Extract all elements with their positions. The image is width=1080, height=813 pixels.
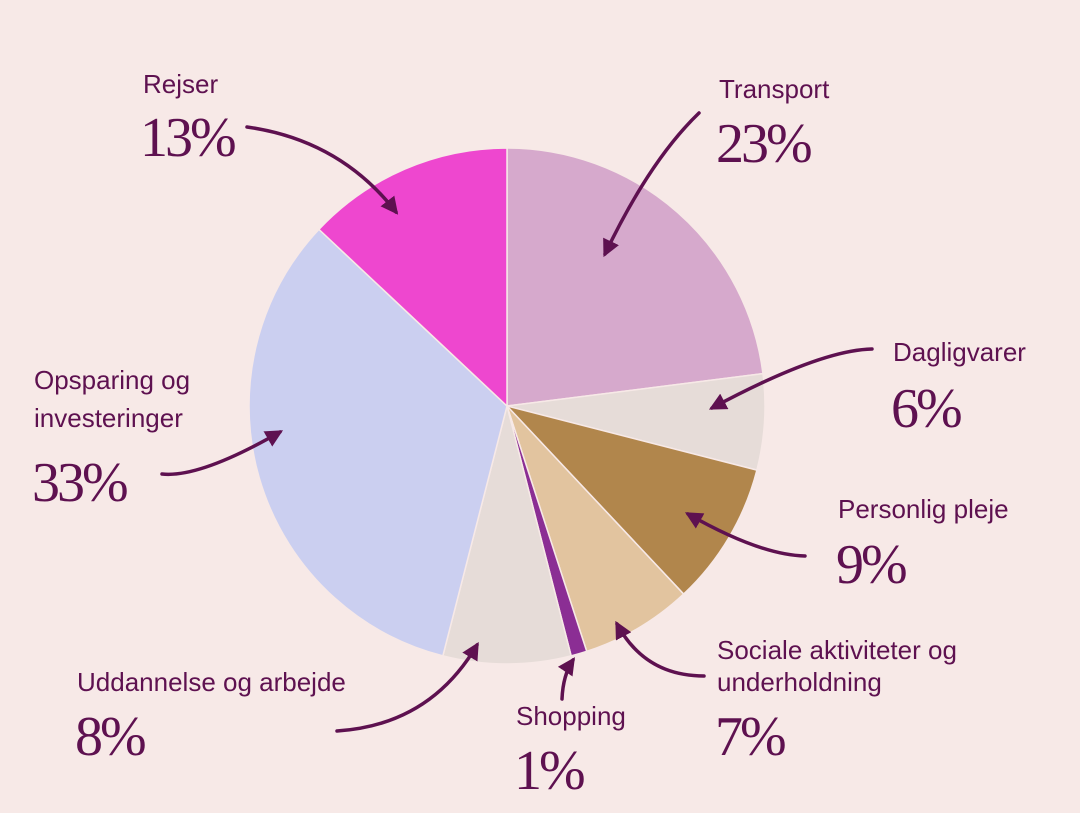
arrow-personlig-pleje — [684, 512, 807, 558]
label-personlig-pleje: Personlig pleje — [838, 494, 1009, 524]
value-transport: 23% — [716, 113, 813, 175]
label-opsparing-line-2: investeringer — [34, 403, 183, 433]
slice-personlig-pleje — [506, 405, 758, 595]
value-personlig-pleje: 9% — [836, 534, 908, 596]
value-shopping: 1% — [514, 740, 586, 802]
arrow-shopping — [557, 657, 575, 701]
slice-sociale-aktiviteter — [506, 405, 685, 653]
label-shopping: Shopping — [516, 701, 626, 731]
label-uddannelse: Uddannelse og arbejde — [77, 667, 346, 697]
value-opsparing: 33% — [32, 452, 129, 514]
label-sociale-aktiviteter-line-1: Sociale aktiviteter og — [717, 635, 957, 665]
slice-rejser — [318, 147, 508, 407]
value-sociale-aktiviteter: 7% — [715, 706, 787, 768]
arrow-rejser — [245, 125, 399, 215]
arrow-dagligvarer — [708, 347, 874, 410]
arrow-uddannelse — [335, 641, 479, 733]
label-opsparing-line-1: Opsparing og — [34, 365, 191, 395]
arrow-sociale-aktiviteter — [615, 620, 706, 678]
label-dagligvarer: Dagligvarer — [893, 337, 1026, 367]
label-sociale-aktiviteter-line-2: underholdning — [717, 667, 882, 697]
callout-arrows — [160, 111, 874, 733]
arrow-opsparing — [160, 430, 284, 477]
arrow-transport — [603, 111, 701, 258]
slice-uddannelse — [442, 405, 572, 665]
value-rejser: 13% — [140, 107, 237, 169]
slice-transport — [506, 147, 764, 407]
value-dagligvarer: 6% — [891, 378, 963, 440]
label-transport: Transport — [719, 74, 830, 104]
slice-opsparing — [248, 228, 508, 657]
pie-slices — [248, 147, 766, 665]
label-rejser: Rejser — [143, 69, 219, 99]
value-uddannelse: 8% — [75, 706, 147, 768]
